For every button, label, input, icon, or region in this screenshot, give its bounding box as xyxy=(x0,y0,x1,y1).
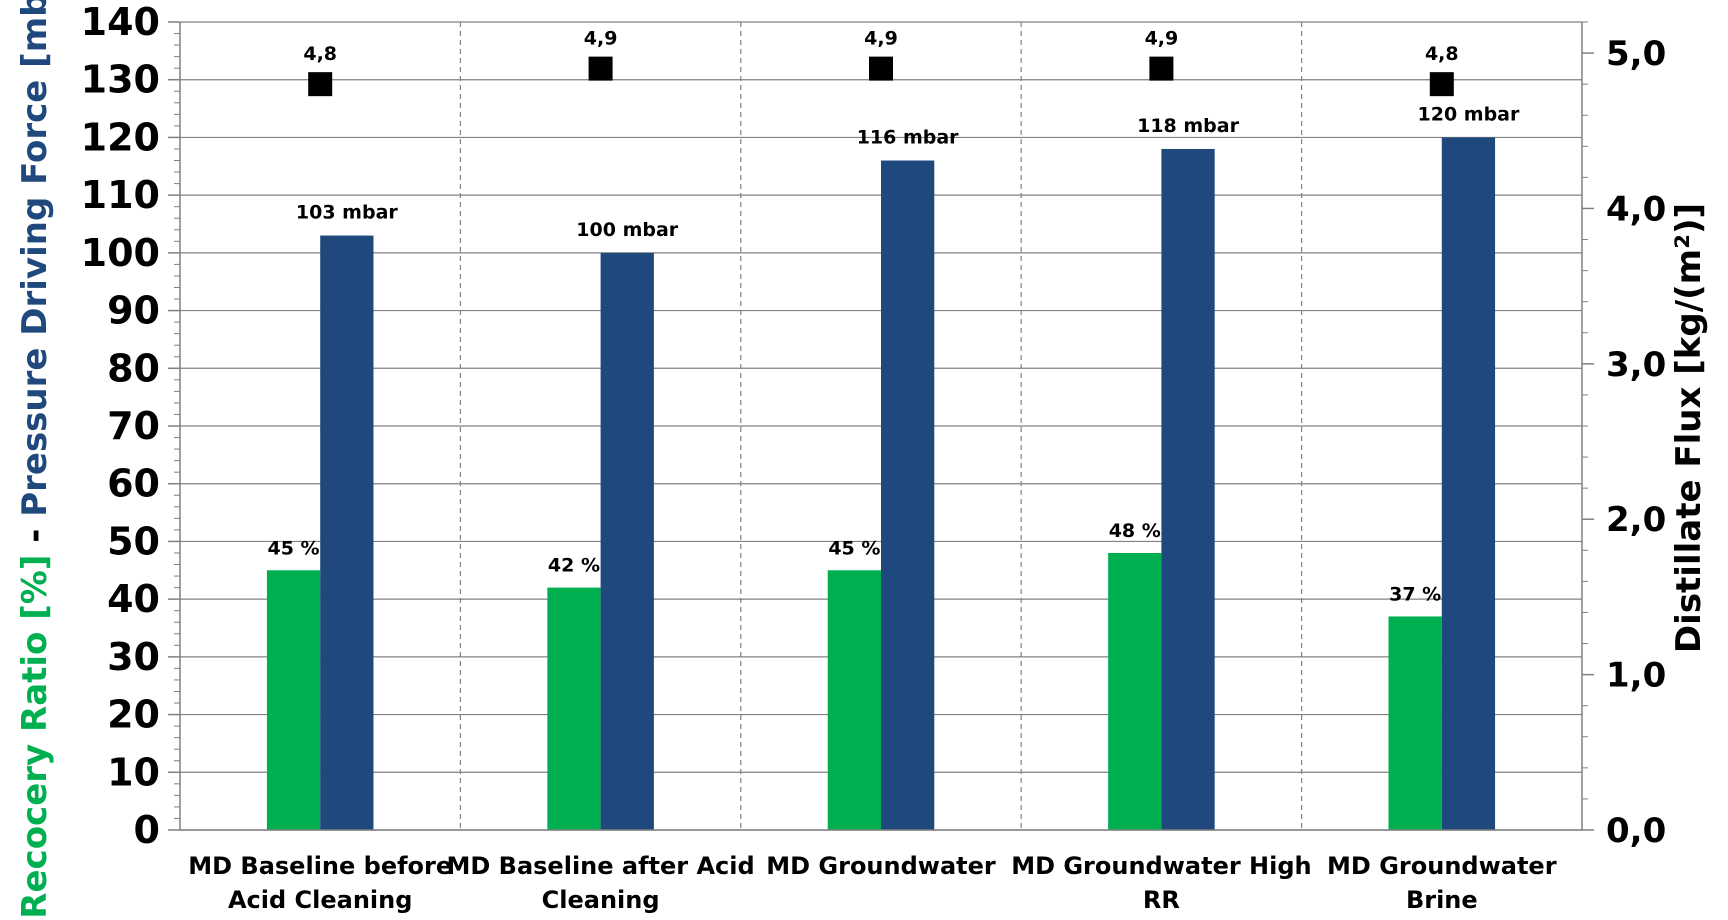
bar-pressure xyxy=(320,236,373,830)
left-tick-label: 30 xyxy=(107,635,160,679)
left-tick-label: 40 xyxy=(107,577,160,621)
left-tick-label: 110 xyxy=(81,173,160,217)
left-tick-labels: 0 10 20 30 40 50 60 70 80 90 100 110 120 130 140 xyxy=(81,0,160,852)
right-tick-labels: 0,0 1,0 2,0 3,0 4,0 5,0 xyxy=(1606,34,1666,851)
category-label: MD Groundwater Brine xyxy=(1327,852,1557,914)
data-label-recovery: 42 % xyxy=(548,555,600,577)
left-tick-label: 80 xyxy=(107,346,160,390)
bar-recovery xyxy=(267,570,320,830)
right-tick-label: 3,0 xyxy=(1606,345,1666,385)
left-tick-label: 20 xyxy=(107,693,160,737)
data-label-pressure: 116 mbar xyxy=(857,127,959,149)
left-tick-label: 140 xyxy=(81,0,160,44)
category-label: MD Groundwater xyxy=(766,852,996,880)
data-label-flux: 4,9 xyxy=(1145,28,1179,50)
bar-pressure xyxy=(881,161,934,830)
left-tick-label: 60 xyxy=(107,462,160,506)
flux-marker xyxy=(1430,72,1454,96)
left-tick-label: 10 xyxy=(107,750,160,794)
flux-marker xyxy=(589,57,613,81)
right-axis-title: Distillate Flux [kg/(m²)] xyxy=(1669,203,1709,653)
data-label-pressure: 100 mbar xyxy=(576,219,678,241)
right-tick-label: 0,0 xyxy=(1606,811,1666,851)
left-tick-label: 90 xyxy=(107,289,160,333)
right-tick-label: 2,0 xyxy=(1606,500,1666,540)
left-tick-label: 130 xyxy=(81,58,160,102)
left-axis-title: Recocery Ratio [%] - Pressure Driving Fo… xyxy=(15,0,55,919)
data-label-pressure: 120 mbar xyxy=(1418,103,1520,125)
right-tick-label: 5,0 xyxy=(1606,34,1666,74)
category-label: MD Baseline after Acid Cleaning xyxy=(447,852,755,914)
bar-recovery xyxy=(828,570,881,830)
data-label-recovery: 37 % xyxy=(1389,583,1441,605)
data-label-flux: 4,9 xyxy=(584,28,618,50)
data-label-recovery: 45 % xyxy=(828,537,880,559)
left-tick-label: 100 xyxy=(81,231,160,275)
bar-pressure xyxy=(1161,149,1214,830)
data-label-pressure: 118 mbar xyxy=(1137,115,1239,137)
right-tick-label: 1,0 xyxy=(1606,656,1666,696)
bar-pressure xyxy=(601,253,654,830)
bar-recovery xyxy=(1389,616,1442,830)
data-label-recovery: 45 % xyxy=(268,537,320,559)
category-label: MD Baseline before Acid Cleaning xyxy=(188,852,452,914)
flux-marker xyxy=(869,57,893,81)
data-label-flux: 4,8 xyxy=(303,43,337,65)
data-label-flux: 4,8 xyxy=(1425,43,1459,65)
left-tick-label: 0 xyxy=(134,808,160,852)
bar-recovery xyxy=(1108,553,1161,830)
flux-marker xyxy=(1149,57,1173,81)
right-tick-label: 4,0 xyxy=(1606,189,1666,229)
flux-marker xyxy=(308,72,332,96)
data-label-flux: 4,9 xyxy=(864,28,898,50)
left-tick-label: 50 xyxy=(107,519,160,563)
data-label-recovery: 48 % xyxy=(1109,520,1161,542)
bar-pressure xyxy=(1442,137,1495,830)
bar-recovery xyxy=(547,588,600,830)
category-label: MD Groundwater High RR xyxy=(1011,852,1311,914)
left-tick-label: 70 xyxy=(107,404,160,448)
data-label-pressure: 103 mbar xyxy=(296,202,398,224)
flux-markers xyxy=(308,57,1454,97)
left-tick-label: 120 xyxy=(81,115,160,159)
